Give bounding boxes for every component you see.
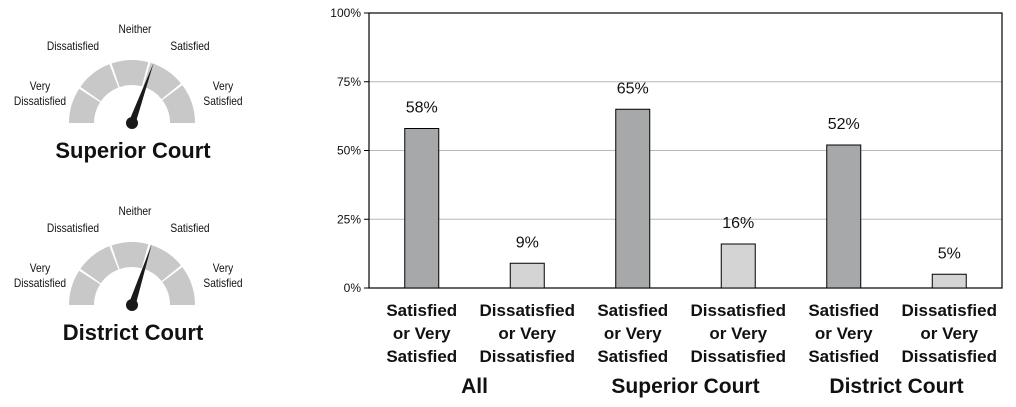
y-tick-label: 50%	[337, 144, 361, 158]
neither-label: Neither	[118, 204, 152, 218]
x-category-label: Satisfied	[597, 301, 668, 320]
bar-value-label: 5%	[938, 245, 961, 262]
very-dissatisfied-segment	[69, 88, 101, 123]
bar-dissatisfied	[720, 243, 756, 289]
gauge-title: Superior Court	[55, 138, 211, 163]
gauge-needle	[128, 62, 154, 125]
x-category-label: Dissatisfied	[691, 347, 786, 366]
dissatisfied-segment	[80, 64, 119, 102]
x-category-label: or Very	[709, 324, 767, 343]
bar-value-label: 65%	[617, 80, 649, 97]
bar-dissatisfied	[931, 273, 967, 289]
bar-satisfied	[615, 108, 651, 289]
plot-frame	[368, 12, 1003, 289]
x-category-label: Dissatisfied	[480, 301, 575, 320]
gauge-title: District Court	[62, 320, 204, 345]
very-satisfied-label-line: Very	[212, 79, 234, 93]
x-category-label: or Very	[815, 324, 873, 343]
x-category-label: or Very	[393, 324, 451, 343]
very-dissatisfied-label-line: Dissatisfied	[13, 276, 67, 290]
satisfied-label: Satisfied	[170, 221, 210, 235]
very-satisfied-label-line: Very	[212, 261, 234, 275]
very-dissatisfied-label: Very Dissatisfied	[6, 79, 74, 109]
satisfied-label: Satisfied	[170, 39, 210, 53]
x-category-label: Dissatisfied	[902, 301, 997, 320]
very-satisfied-label-line: Satisfied	[203, 276, 243, 290]
gauge-needle-hub	[126, 299, 138, 311]
neither-segment	[111, 242, 149, 270]
bar-value-label: 9%	[516, 234, 539, 251]
x-category-label: or Very	[604, 324, 662, 343]
y-tick-label: 100%	[330, 6, 361, 20]
very-dissatisfied-label-line: Very	[29, 79, 51, 93]
very-satisfied-segment	[162, 85, 195, 123]
bar-satisfied	[404, 128, 440, 289]
very-dissatisfied-segment	[69, 270, 101, 305]
dissatisfied-label: Dissatisfied	[46, 221, 100, 235]
y-tick-label: 0%	[344, 281, 362, 295]
very-dissatisfied-label: Very Dissatisfied	[6, 261, 74, 291]
bar-satisfied	[826, 144, 862, 289]
x-category-label: Dissatisfied	[902, 347, 997, 366]
y-tick-label: 75%	[337, 75, 361, 89]
satisfied-segment	[143, 62, 181, 100]
very-satisfied-label: Very Satisfied	[193, 261, 253, 291]
very-dissatisfied-label-line: Dissatisfied	[13, 94, 67, 108]
x-category-label: Satisfied	[386, 301, 457, 320]
district-court-gauge: Neither Dissatisfied Satisfied Very Dissatis…	[0, 182, 290, 382]
bar-value-label: 58%	[406, 100, 438, 117]
y-tick-label: 25%	[337, 212, 361, 226]
x-category-label: Dissatisfied	[691, 301, 786, 320]
group-label: All	[461, 375, 488, 398]
very-satisfied-label: Very Satisfied	[193, 79, 253, 109]
very-satisfied-segment	[162, 267, 195, 305]
satisfaction-bar-chart: 0% 25% 50% 75% 100% 58% Satisfied or Very Satisf…	[330, 6, 1003, 398]
group-label: Superior Court	[611, 375, 759, 398]
x-category-label: Satisfied	[808, 301, 879, 320]
satisfied-segment	[143, 244, 181, 282]
very-satisfied-label-line: Satisfied	[203, 94, 243, 108]
neither-segment	[111, 60, 149, 88]
gauge-needle	[128, 244, 152, 307]
x-category-label: Dissatisfied	[480, 347, 575, 366]
dissatisfied-label: Dissatisfied	[46, 39, 100, 53]
bar-value-label: 16%	[722, 215, 754, 232]
very-dissatisfied-label-line: Very	[29, 261, 51, 275]
dissatisfied-segment	[80, 246, 119, 284]
group-label: District Court	[829, 375, 963, 398]
x-category-label: Satisfied	[597, 347, 668, 366]
neither-label: Neither	[118, 22, 152, 36]
bar-value-label: 52%	[828, 116, 860, 133]
x-category-label: Satisfied	[808, 347, 879, 366]
x-category-label: Satisfied	[386, 347, 457, 366]
bar-dissatisfied	[509, 262, 545, 289]
gauge-needle-hub	[126, 117, 138, 129]
x-category-label: or Very	[498, 324, 556, 343]
superior-court-gauge: Neither Dissatisfied Satisfied Very Dissatis…	[0, 0, 290, 200]
x-category-label: or Very	[920, 324, 978, 343]
